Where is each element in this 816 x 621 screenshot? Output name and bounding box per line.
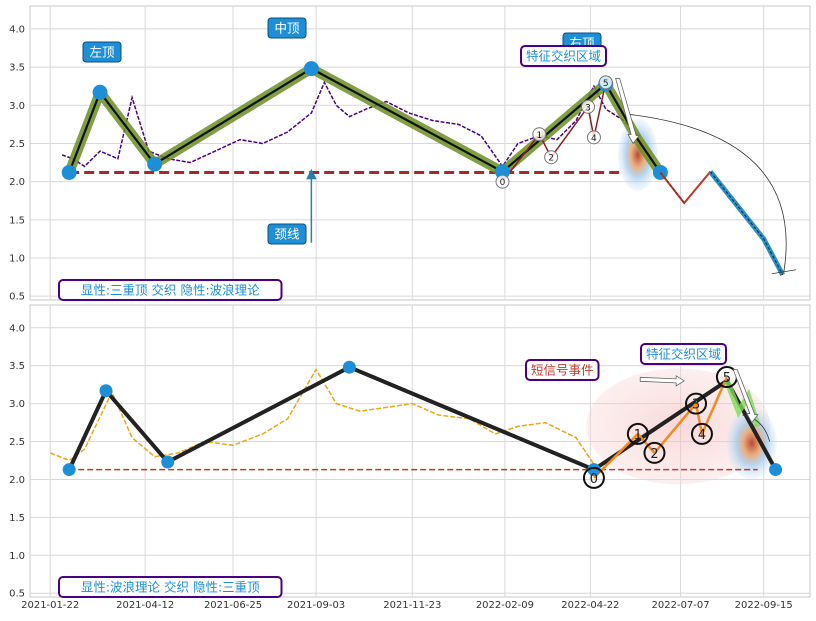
bottom-wave-label: 5 [723, 371, 731, 386]
top-y-tick-label: 4.0 [9, 24, 25, 35]
bottom-footer-label-box [58, 576, 283, 598]
bottom-wave-label: 1 [634, 428, 642, 443]
top-wave-line [501, 82, 607, 183]
bottom-signal-arrow [639, 375, 685, 387]
bottom-swing-point [587, 463, 601, 477]
x-tick-label: 2021-04-12 [116, 600, 174, 611]
mid-top-label-box [267, 17, 307, 39]
top-feature-zone-label-box [520, 45, 607, 67]
bottom-feature-hotspot [726, 407, 777, 480]
bottom-y-tick-label: 3.5 [9, 361, 25, 372]
bottom-wave-label: 3 [692, 398, 700, 413]
x-tick-label: 2021-06-25 [204, 600, 262, 611]
top-feature-zone-label: 特征交织区域 [526, 49, 601, 64]
mid-top-label: 中顶 [274, 21, 300, 36]
bottom-wave-label: 0 [590, 472, 598, 487]
top-plot-frame [29, 5, 811, 301]
top-zone-arrow [615, 78, 640, 145]
top-swing-point [92, 84, 108, 100]
bottom-wave-marker [690, 422, 713, 445]
bottom-wave-label: 2 [650, 447, 658, 462]
x-tick-label: 2022-04-22 [561, 600, 619, 611]
top-y-tick-label: 1.5 [9, 215, 25, 226]
top-footer-label: 显性:三重顶 交织 隐性:波浪理论 [81, 283, 260, 298]
top-swing-point [495, 164, 511, 180]
top-swing-point [303, 61, 319, 77]
top-y-tick-label: 0.5 [9, 292, 25, 303]
top-footer-label-box [58, 279, 283, 301]
bottom-swing-point [342, 360, 356, 374]
left-top-label: 左顶 [89, 45, 115, 60]
top-y-tick-label: 2.0 [9, 177, 25, 188]
bottom-y-tick-label: 1.0 [9, 551, 25, 562]
top-wave-marker [598, 75, 613, 90]
x-tick-label: 2021-09-03 [287, 600, 345, 611]
bottom-zone-arrow [732, 369, 759, 424]
bottom-projection-arc [742, 414, 771, 442]
top-y-tick-label: 3.0 [9, 101, 25, 112]
top-wave-marker [495, 174, 510, 189]
top-wave-label: 1 [536, 131, 542, 141]
top-wave-marker [532, 127, 547, 142]
top-y-tick-label: 2.5 [9, 139, 25, 150]
bottom-wave-marker [582, 466, 605, 489]
x-tick-label: 2022-09-15 [735, 600, 793, 611]
top-y-tick-label: 3.5 [9, 63, 25, 74]
top-wave-label: 5 [603, 79, 609, 89]
short-signal-label-box [525, 359, 600, 381]
top-wave-marker [586, 130, 601, 145]
bottom-wave-marker [643, 441, 666, 464]
bottom-wave-marker [685, 392, 708, 415]
top-price-series [61, 80, 639, 168]
top-y-tick-label: 1.0 [9, 254, 25, 265]
top-swing-point [61, 164, 77, 180]
bottom-y-tick-label: 2.5 [9, 437, 25, 448]
x-tick-label: 2022-07-07 [652, 600, 710, 611]
bottom-y-tick-label: 2.0 [9, 475, 25, 486]
top-projection-arc [629, 114, 787, 272]
bottom-wave-marker [626, 422, 649, 445]
bottom-swing-point [161, 455, 175, 469]
top-wave-label: 2 [548, 154, 554, 164]
neckline-label-box [267, 223, 307, 245]
neckline-label: 颈线 [274, 227, 300, 242]
bottom-wave-label: 4 [698, 428, 706, 443]
x-tick-label: 2021-01-22 [21, 600, 79, 611]
top-projection-dash [709, 171, 784, 276]
top-feature-hotspot [617, 118, 658, 191]
bottom-footer-label: 显性:波浪理论 交织 隐性:三重顶 [81, 580, 260, 595]
bottom-feature-zone-label-box [640, 343, 727, 365]
top-swing-point [147, 156, 163, 172]
bottom-y-tick-label: 4.0 [9, 323, 25, 334]
bottom-swing-point [99, 384, 113, 398]
bottom-y-tick-label: 3.0 [9, 399, 25, 410]
bottom-swing-point [62, 463, 76, 477]
top-projection-tick [771, 269, 796, 275]
top-wave-label: 4 [591, 134, 597, 144]
x-tick-label: 2022-02-09 [476, 600, 534, 611]
top-projection-dash-red [659, 172, 685, 204]
bottom-plot-frame [29, 304, 811, 598]
top-wave-marker [544, 150, 559, 165]
bottom-y-tick-label: 0.5 [9, 589, 25, 600]
bottom-feature-zone-label: 特征交织区域 [646, 347, 721, 362]
top-projection-blue [708, 170, 785, 276]
top-pattern-highlight [64, 63, 665, 177]
top-wave-label: 0 [500, 178, 506, 188]
top-projection-red [659, 171, 712, 205]
left-top-label-box [82, 41, 122, 63]
x-tick-label: 2021-11-23 [383, 600, 441, 611]
top-wave-label: 3 [585, 103, 591, 113]
short-signal-label: 短信号事件 [531, 363, 594, 378]
bottom-swing-point [769, 463, 783, 477]
top-wave-marker [580, 99, 595, 114]
bottom-y-tick-label: 1.5 [9, 513, 25, 524]
